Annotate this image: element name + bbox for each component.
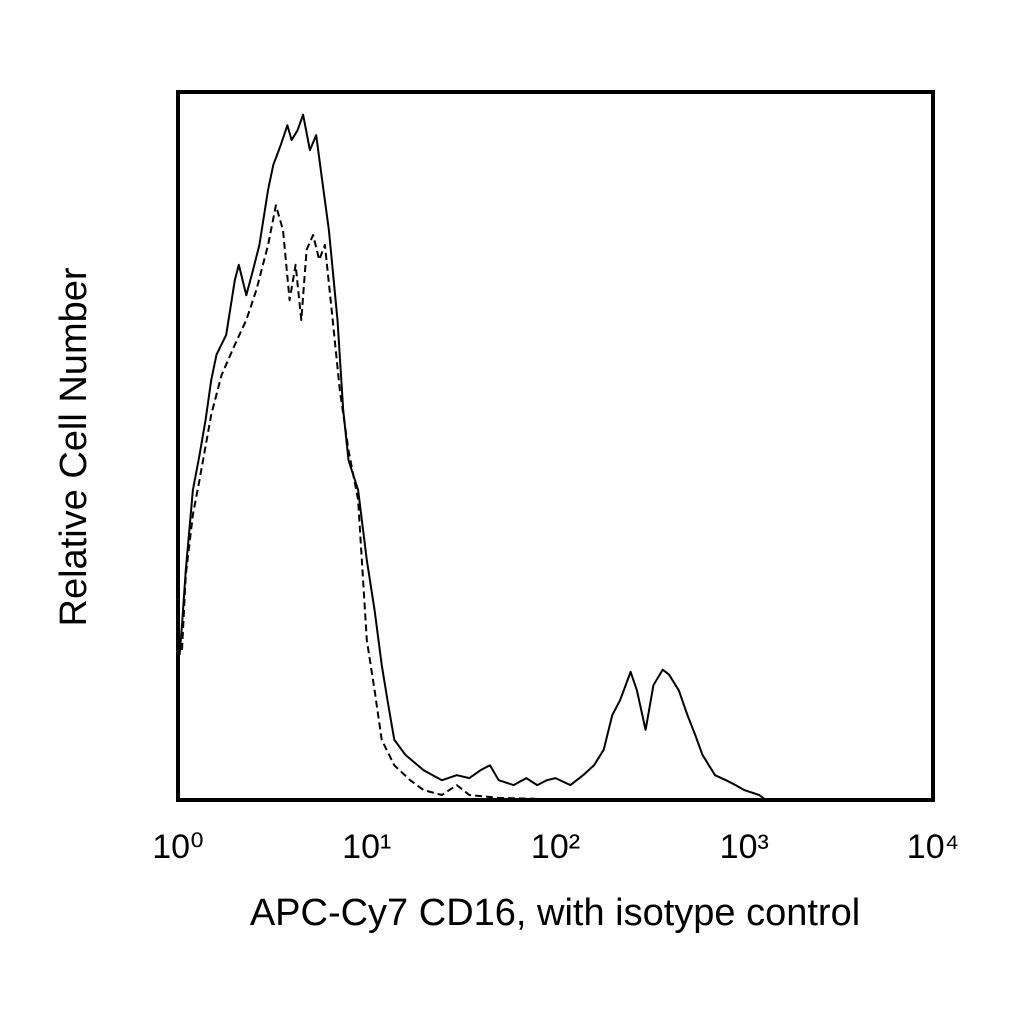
series-line: [178, 113, 767, 801]
y-axis-label: Relative Cell Number: [53, 267, 95, 626]
x-tick-label: 10²: [531, 828, 580, 866]
plot-frame: [176, 90, 935, 802]
x-tick-label: 10⁴: [907, 828, 959, 866]
x-tick-label: 10¹: [342, 828, 391, 866]
x-tick-label: 10⁰: [152, 828, 203, 866]
x-tick-label: 10³: [720, 828, 769, 866]
series-line: [181, 204, 745, 801]
x-axis-label: APC-Cy7 CD16, with isotype control: [250, 892, 860, 934]
